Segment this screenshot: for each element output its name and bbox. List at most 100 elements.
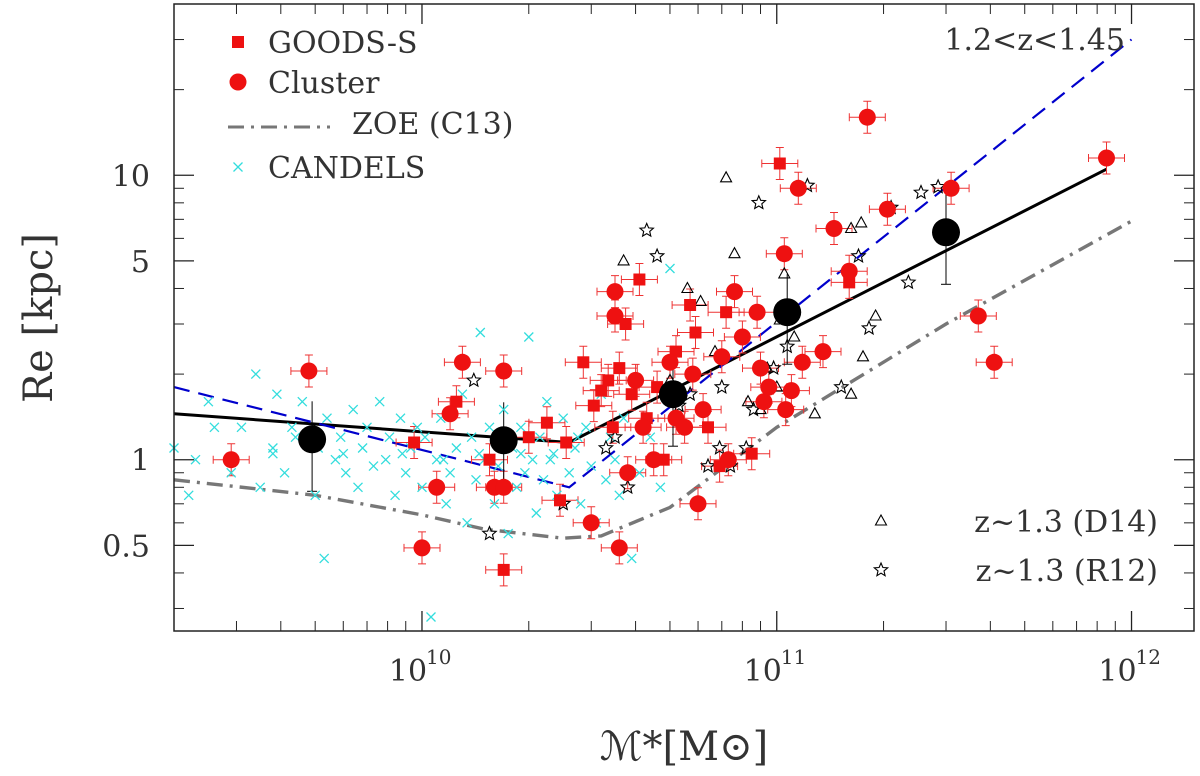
legend-label: z~1.3 (R12) [976,554,1158,589]
point-goods-s [554,494,566,507]
point-cluster [985,353,1003,371]
point-goods-s [689,326,702,339]
point-candels [203,396,214,407]
point-candels [564,467,575,478]
point-z-1-3-r12 [649,247,666,263]
point-cluster [606,307,624,325]
legend-label: CANDELS [268,151,425,186]
point-goods-s [450,395,463,408]
x-tick-exponent: 11 [781,645,806,669]
point-candels [531,508,542,518]
point-z-1-3-d14 [719,170,733,183]
point-cluster [619,464,637,482]
legend-label: ZOE (C13) [352,107,513,142]
point-candels [384,432,395,443]
point-goods-s [560,436,573,449]
point-cluster [222,451,240,469]
point-candels [534,432,545,443]
point-candels [420,432,430,443]
y-tick-label: 5 [131,245,150,280]
point-candels [183,490,194,501]
point-cluster [782,382,800,400]
point-candels [310,490,321,501]
point-goods-s [587,399,600,412]
point-cluster [300,362,318,380]
point-candels [286,422,297,433]
point-candels [610,454,620,465]
point-candels [665,263,675,274]
point-cluster [775,245,793,263]
point-binned-median [298,425,327,454]
point-cluster [969,307,987,325]
point-candels [538,474,549,485]
point-goods-s [540,416,553,429]
point-cluster [840,262,858,280]
point-candels [226,467,237,478]
point-candels [330,454,341,465]
point-cluster [428,478,446,496]
data-points [169,108,1115,622]
point-cluster [627,371,645,389]
point-candels [515,422,526,433]
point-candels [348,404,359,415]
point-z-1-3-r12 [465,371,482,388]
point-candels [503,528,514,539]
point-candels [527,454,538,465]
point-cluster [733,328,751,346]
x-tick-label: 10 [1098,654,1136,689]
point-z-1-3-d14 [869,308,883,321]
point-goods-s [602,374,615,387]
y-tick-label: 1 [131,444,150,479]
point-z-1-3-r12 [860,319,878,336]
point-cluster [582,514,600,532]
point-candels [390,490,401,501]
point-candels [297,396,308,407]
point-cluster [413,539,431,557]
point-candels [545,454,556,465]
point-z-1-3-r12 [930,178,947,194]
point-candels [267,448,278,459]
point-goods-s [522,431,535,444]
point-goods-s [633,273,646,286]
point-goods-s [606,421,619,434]
point-binned-median [489,426,518,455]
point-z-1-3-r12 [619,478,636,495]
point-cluster [634,418,652,436]
point-cluster [1098,149,1115,167]
point-cluster [755,393,773,411]
legend-marker-candels [233,162,243,172]
point-z-1-3-r12 [711,439,728,455]
point-candels [236,422,247,433]
point-z-1-3-d14 [694,294,708,307]
point-z-1-3-d14 [808,406,822,419]
point-z-1-3-d14 [680,281,694,294]
point-goods-s [595,384,608,397]
point-candels [426,612,436,622]
point-goods-s [745,447,758,460]
point-cluster [878,200,896,218]
point-cluster [752,359,769,377]
point-z-1-3-r12 [833,378,850,394]
point-candels [417,482,427,493]
point-goods-s [613,362,626,375]
point-candels [466,432,477,443]
point-candels [626,553,637,564]
point-candels [581,422,591,433]
point-candels [515,448,526,459]
point-goods-s [483,453,496,466]
point-candels [462,517,473,528]
point-z-1-3-r12 [638,221,655,238]
point-candels [190,454,201,465]
point-cluster [689,495,707,513]
y-tick-label: 0.5 [102,529,150,564]
point-z-1-3-r12 [750,194,767,210]
point-candels [451,443,462,453]
y-tick-label: 10 [112,159,150,194]
point-z-1-3-d14 [741,394,755,407]
point-candels [395,413,406,424]
point-cluster [858,108,876,126]
point-candels [338,448,349,459]
legend-marker-cluster [229,73,247,91]
point-binned-median [659,380,687,409]
